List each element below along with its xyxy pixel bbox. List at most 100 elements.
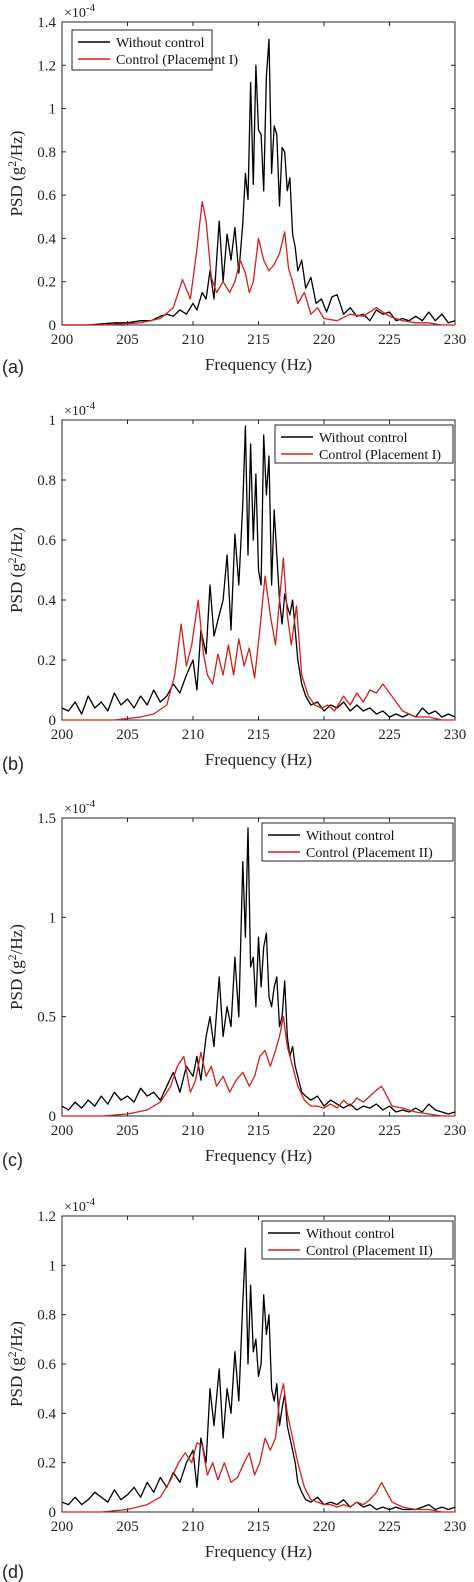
y-tick-label: 0.8 (37, 1308, 56, 1324)
legend: Without control Control (Placement I) (71, 29, 238, 71)
legend-entry: Control (Placement II) (306, 846, 433, 861)
panel-label: (a) (2, 357, 24, 377)
x-axis-label: Frequency (Hz) (205, 750, 312, 769)
panel-label: (b) (2, 754, 24, 774)
y-tick-label: 0.8 (37, 473, 56, 489)
x-tick-label: 225 (378, 332, 401, 348)
series-line-control (62, 200, 455, 326)
x-tick-label: 220 (313, 727, 336, 743)
x-tick-label: 205 (116, 727, 139, 743)
y-tick-label: 0.6 (37, 533, 56, 549)
x-tick-label: 225 (378, 1519, 401, 1535)
chart-panel-2: 200 205 210 215 220 225 230 0 0.2 0.4 0.6 0.8 1 ×10-4… (2, 400, 466, 774)
series-line-control (62, 1016, 455, 1117)
x-tick-label: 220 (313, 1519, 336, 1535)
x-tick-label: 215 (247, 727, 270, 743)
legend-entry: Control (Placement I) (116, 53, 238, 68)
y-tick-label: 0.6 (37, 1357, 56, 1373)
series-line-without-control (61, 1247, 456, 1511)
legend: Without control Control (Placement II) (261, 1220, 454, 1260)
x-tick-label: 230 (444, 1123, 467, 1139)
y-tick-label: 0 (49, 713, 57, 729)
legend-entry: Without control (116, 36, 205, 51)
y-tick-label: 0.4 (37, 1406, 56, 1422)
series-line-without-control (62, 38, 456, 326)
y-axis-label-sup: 2 (5, 954, 19, 960)
x-tick-label: 200 (51, 1519, 74, 1535)
x-tick-label: 230 (444, 727, 467, 743)
axis-exponent: ×10-4 (64, 1196, 96, 1215)
x-tick-label: 200 (51, 1123, 74, 1139)
legend-entry: Without control (319, 431, 408, 446)
y-axis-label-post: /Hz) (7, 924, 26, 954)
legend-box (261, 1220, 454, 1260)
x-tick-label: 220 (313, 332, 336, 348)
y-tick-label: 0.5 (37, 1010, 56, 1026)
legend-box (274, 424, 454, 464)
axis-exponent: ×10-4 (64, 2, 96, 21)
x-axis-label: Frequency (Hz) (205, 1542, 312, 1561)
y-axis-label-post: /Hz) (7, 527, 26, 557)
y-tick-label: 0.6 (37, 188, 56, 204)
y-tick-label: 0.8 (37, 145, 56, 161)
x-tick-label: 210 (182, 1123, 205, 1139)
legend: Without control Control (Placement II) (261, 822, 454, 862)
x-tick-label: 225 (378, 1123, 401, 1139)
y-axis-label-sup: 2 (5, 1351, 19, 1357)
axis-exponent-power: -4 (86, 798, 96, 810)
series-line-without-control (61, 827, 456, 1115)
axis-exponent: ×10-4 (64, 798, 96, 817)
chart-panel-3: 200 205 210 215 220 225 230 0 0.5 1 1.5 ×10-4 Freque… (2, 798, 466, 1170)
legend-box (71, 29, 213, 71)
x-tick-label: 215 (247, 1519, 270, 1535)
x-tick-label: 200 (51, 727, 74, 743)
x-tick-label: 230 (444, 332, 467, 348)
panel-label: (c) (2, 1150, 23, 1170)
plot-frame (61, 1215, 456, 1513)
legend-box (261, 822, 454, 862)
y-axis-label-post: /Hz) (7, 131, 26, 161)
x-axis-label: Frequency (Hz) (205, 1146, 312, 1165)
x-tick-label: 205 (116, 332, 139, 348)
y-tick-label: 1.5 (37, 811, 56, 827)
y-tick-label: 1.4 (37, 15, 56, 31)
y-tick-label: 1 (49, 1258, 57, 1274)
y-tick-label: 1.2 (37, 58, 56, 74)
y-tick-label: 1 (49, 413, 57, 429)
y-tick-label: 0 (49, 318, 57, 334)
chart-panel-4: 200 205 210 215 220 225 230 0 0.2 0.4 0.6 0.8 1 1.2 ×1… (2, 1196, 466, 1582)
legend-entry: Control (Placement II) (306, 1244, 433, 1259)
x-tick-label: 200 (51, 332, 74, 348)
panel-label: (d) (2, 1562, 24, 1582)
x-tick-label: 205 (116, 1519, 139, 1535)
y-tick-label: 0.2 (37, 275, 56, 291)
x-tick-label: 230 (444, 1519, 467, 1535)
series-line-without-control (61, 425, 456, 718)
series-line-control (62, 557, 455, 721)
y-tick-label: 1 (49, 910, 57, 926)
axis-exponent-power: -4 (86, 2, 96, 14)
x-tick-label: 210 (182, 332, 205, 348)
x-axis-label: Frequency (Hz) (205, 355, 312, 374)
axis-exponent-power: -4 (86, 1196, 96, 1208)
y-tick-label: 0.4 (37, 231, 56, 247)
axis-exponent: ×10-4 (64, 400, 96, 419)
axis-exponent-power: -4 (86, 400, 96, 412)
x-tick-label: 205 (116, 1123, 139, 1139)
y-axis-label-sup: 2 (5, 161, 19, 167)
y-tick-label: 1.2 (37, 1209, 56, 1225)
y-tick-label: 0.4 (37, 593, 56, 609)
y-tick-label: 0.2 (37, 1456, 56, 1472)
y-axis-label-post: /Hz) (7, 1321, 26, 1351)
y-axis-label-sup: 2 (5, 557, 19, 563)
legend-entry: Without control (306, 1227, 395, 1242)
y-axis-label: PSD (g2/Hz) (5, 924, 26, 1010)
x-tick-label: 225 (378, 727, 401, 743)
y-tick-label: 0 (49, 1505, 57, 1521)
y-axis-label: PSD (g2/Hz) (5, 1321, 26, 1407)
legend-entry: Without control (306, 829, 395, 844)
legend-entry: Control (Placement I) (319, 448, 441, 463)
series-line-control (62, 1383, 455, 1513)
y-tick-label: 0 (49, 1109, 57, 1125)
